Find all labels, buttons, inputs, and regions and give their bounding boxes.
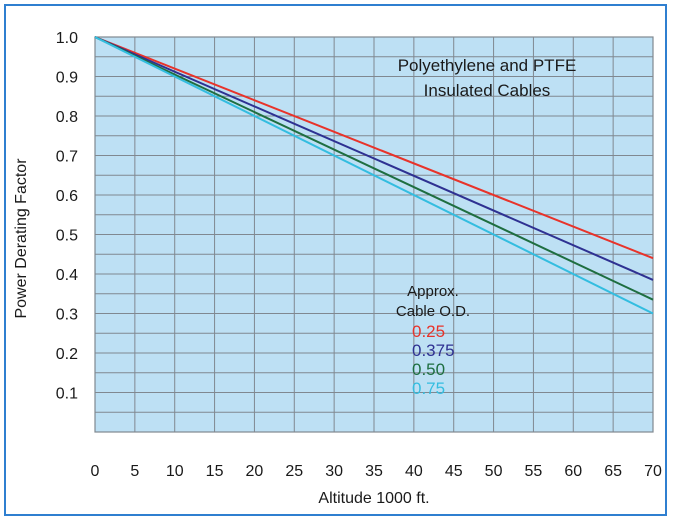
y-tick-label: 0.6 (56, 188, 78, 205)
series-line-0-50 (94, 36, 654, 301)
series-line-0-375 (94, 36, 654, 281)
x-tick-label: 10 (166, 463, 184, 480)
x-tick-label: 30 (325, 463, 343, 480)
grid-lines (94, 36, 654, 433)
x-tick-label: 20 (246, 463, 264, 480)
y-tick-label: 1.0 (56, 30, 78, 47)
y-tick-label: 0.7 (56, 149, 78, 166)
chart-annotation-line-2: Insulated Cables (424, 81, 551, 100)
series-line-0-25 (94, 36, 654, 260)
x-tick-label: 40 (405, 463, 423, 480)
x-tick-labels: 0 5 10 15 20 25 30 35 40 45 50 55 60 65 70 (91, 463, 662, 480)
y-tick-label: 0.4 (56, 267, 78, 284)
y-tick-labels: 0.1 0.2 0.3 0.4 0.5 0.6 0.7 0.8 0.9 1.0 (56, 30, 78, 403)
legend-entry-0-50: 0.50 (412, 360, 445, 379)
x-tick-label: 35 (365, 463, 383, 480)
x-tick-label: 25 (285, 463, 303, 480)
x-tick-label: 0 (91, 463, 100, 480)
chart-annotation-line-1: Polyethylene and PTFE (398, 56, 577, 75)
x-tick-label: 15 (206, 463, 224, 480)
y-tick-label: 0.5 (56, 228, 78, 245)
plot-border (94, 36, 654, 433)
y-tick-label: 0.8 (56, 109, 78, 126)
x-tick-label: 45 (445, 463, 463, 480)
legend-entry-0-25: 0.25 (412, 322, 445, 341)
chart: 0 5 10 15 20 25 30 35 40 45 50 55 60 65 70 0.10.20.30.… (13, 30, 662, 507)
x-tick-label: 65 (604, 463, 622, 480)
x-tick-label: 60 (564, 463, 582, 480)
x-tick-label: 70 (644, 463, 662, 480)
legend-entry-0-375: 0.375 (412, 341, 455, 360)
y-tick-label: 0.2 (56, 346, 78, 363)
legend-entry-0-75: 0.75 (412, 379, 445, 398)
series-lines (94, 36, 654, 315)
chart-frame: 0 5 10 15 20 25 30 35 40 45 50 55 60 65 70 0.1 0.2 0.3 0.… (4, 4, 667, 516)
x-axis-label: Altitude 1000 ft. (318, 490, 429, 507)
series-line-0-75 (94, 36, 654, 315)
x-tick-label: 5 (130, 463, 139, 480)
y-tick-label: 0.9 (56, 70, 78, 87)
y-tick-label: 0.1 (56, 386, 78, 403)
legend-title-line-2: Cable O.D. (396, 303, 470, 320)
y-tick-label: 0.3 (56, 307, 78, 324)
x-tick-label: 55 (525, 463, 543, 480)
x-tick-label: 50 (485, 463, 503, 480)
y-axis-label: Power Derating Factor (13, 158, 30, 319)
legend-title-line-1: Approx. (407, 283, 459, 300)
